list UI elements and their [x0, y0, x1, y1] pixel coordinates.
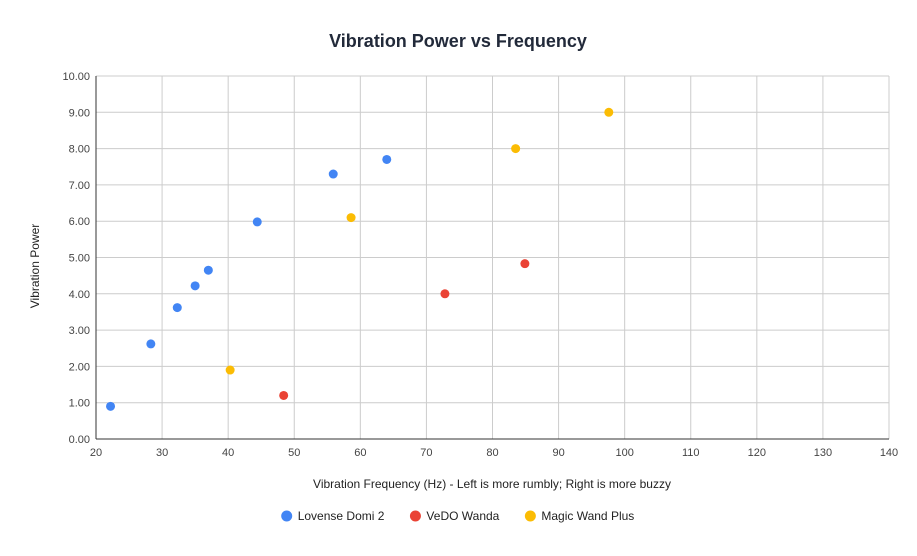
- data-point[interactable]: [279, 390, 289, 400]
- data-point[interactable]: [328, 169, 338, 179]
- y-tick-label: 4.00: [69, 289, 90, 301]
- series-vedo-wanda: [279, 259, 530, 400]
- data-point[interactable]: [520, 259, 530, 269]
- y-tick-label: 1.00: [69, 398, 90, 410]
- legend-label: VeDO Wanda: [426, 509, 499, 523]
- data-point[interactable]: [203, 265, 213, 275]
- x-tick-label: 70: [420, 447, 432, 459]
- tick-labels: 0.00 1.00 2.00 3.00 4.00 5.00 6.00 7.00 8.00 9.00…: [62, 71, 898, 459]
- y-tick-label: 0.00: [69, 434, 90, 446]
- legend-label: Magic Wand Plus: [541, 509, 634, 523]
- legend-marker: [524, 510, 536, 522]
- series-magic-wand-plus: [225, 107, 614, 375]
- data-point[interactable]: [106, 401, 116, 411]
- series-lovense-domi-2: [106, 154, 392, 411]
- y-tick-label: 5.00: [69, 253, 90, 265]
- x-tick-label: 110: [682, 447, 700, 459]
- x-axis-label: Vibration Frequency (Hz) - Left is more …: [313, 477, 671, 491]
- y-tick-label: 2.00: [69, 361, 90, 373]
- x-tick-label: 20: [90, 447, 102, 459]
- y-tick-label: 9.00: [69, 107, 90, 119]
- y-tick-label: 7.00: [69, 180, 90, 192]
- data-point[interactable]: [225, 365, 235, 375]
- data-point[interactable]: [440, 289, 450, 299]
- data-point[interactable]: [172, 303, 182, 313]
- data-point[interactable]: [190, 281, 200, 291]
- x-tick-label: 60: [354, 447, 366, 459]
- data-points: [106, 107, 614, 411]
- x-tick-label: 80: [486, 447, 498, 459]
- y-tick-label: 3.00: [69, 325, 90, 337]
- x-tick-label: 50: [288, 447, 300, 459]
- data-point[interactable]: [604, 107, 614, 117]
- x-tick-label: 140: [880, 447, 898, 459]
- y-axis-label: Vibration Power: [28, 224, 42, 309]
- grid-lines: [96, 75, 890, 439]
- data-point[interactable]: [252, 217, 262, 227]
- data-point[interactable]: [146, 339, 156, 349]
- legend-item[interactable]: Lovense Domi 2: [281, 509, 385, 523]
- x-tick-label: 30: [156, 447, 168, 459]
- chart-title: Vibration Power vs Frequency: [329, 31, 587, 51]
- data-point[interactable]: [346, 213, 356, 223]
- data-point[interactable]: [511, 144, 521, 154]
- x-tick-label: 120: [748, 447, 766, 459]
- y-tick-label: 6.00: [69, 216, 90, 228]
- legend-item[interactable]: Magic Wand Plus: [524, 509, 634, 523]
- data-point[interactable]: [382, 154, 392, 164]
- x-tick-label: 90: [552, 447, 564, 459]
- legend-marker: [281, 510, 293, 522]
- legend: Lovense Domi 2 VeDO Wanda Magic Wand Plus: [281, 509, 634, 523]
- x-tick-label: 130: [814, 447, 832, 459]
- y-tick-label: 10.00: [62, 71, 90, 83]
- y-tick-label: 8.00: [69, 144, 90, 156]
- x-tick-label: 40: [222, 447, 234, 459]
- legend-item[interactable]: VeDO Wanda: [409, 509, 500, 523]
- legend-label: Lovense Domi 2: [298, 509, 385, 523]
- x-tick-label: 100: [615, 447, 633, 459]
- legend-marker: [409, 510, 421, 522]
- axes: [95, 76, 889, 440]
